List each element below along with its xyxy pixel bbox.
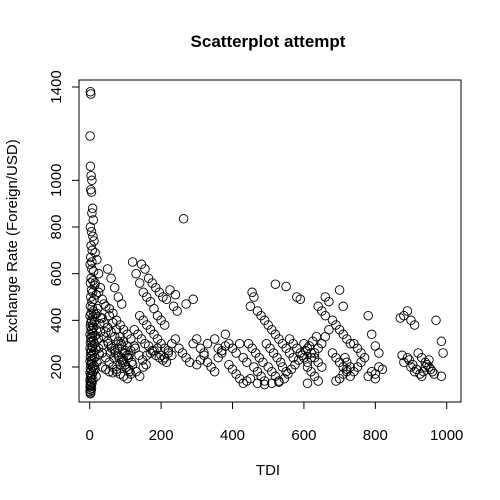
- data-point: [248, 288, 257, 297]
- data-point: [367, 330, 376, 339]
- data-point: [341, 353, 350, 362]
- y-tick-label: 1400: [48, 70, 65, 103]
- y-axis-label: Exchange Rate (Foreign/USD): [4, 139, 21, 342]
- data-point: [250, 293, 259, 302]
- data-point: [335, 286, 344, 295]
- data-point: [107, 274, 116, 283]
- x-tick-label: 400: [220, 427, 245, 444]
- data-point: [339, 302, 348, 311]
- data-point: [118, 300, 127, 309]
- y-tick-label: 600: [48, 261, 65, 286]
- data-point: [135, 279, 144, 288]
- data-point: [432, 316, 441, 325]
- x-axis-label: TDI: [256, 462, 280, 479]
- data-point: [437, 337, 446, 346]
- data-point: [439, 349, 448, 358]
- x-tick-label: 1000: [430, 427, 463, 444]
- data-point: [282, 282, 291, 291]
- data-point: [166, 286, 175, 295]
- data-point: [375, 349, 384, 358]
- data-point: [128, 258, 137, 267]
- data-point: [89, 276, 98, 285]
- chart-title: Scatterplot attempt: [191, 32, 346, 51]
- data-point: [235, 339, 244, 348]
- data-point: [132, 269, 141, 278]
- y-tick-label: 800: [48, 214, 65, 239]
- data-point: [86, 162, 95, 171]
- data-point: [110, 283, 119, 292]
- x-axis: 0 200 400 600 800 1000: [86, 402, 464, 444]
- x-tick-label: 200: [149, 427, 174, 444]
- data-point: [171, 290, 180, 299]
- points-layer: [86, 87, 448, 398]
- plot-frame: [79, 80, 461, 402]
- data-point: [210, 335, 219, 344]
- x-tick-label: 600: [291, 427, 316, 444]
- data-point: [100, 300, 109, 309]
- data-point: [271, 280, 280, 289]
- data-point: [221, 330, 230, 339]
- data-point: [94, 269, 103, 278]
- x-tick-label: 0: [86, 427, 94, 444]
- data-point: [179, 215, 188, 224]
- y-tick-label: 1000: [48, 164, 65, 197]
- y-axis: 200 400 600 800 1000 1400: [48, 70, 79, 379]
- x-tick-label: 800: [363, 427, 388, 444]
- data-point: [364, 311, 373, 320]
- data-point: [303, 379, 312, 388]
- y-tick-label: 200: [48, 354, 65, 379]
- data-point: [102, 328, 111, 337]
- data-point: [103, 265, 112, 274]
- data-point: [86, 132, 95, 141]
- data-point: [189, 295, 198, 304]
- y-tick-label: 400: [48, 308, 65, 333]
